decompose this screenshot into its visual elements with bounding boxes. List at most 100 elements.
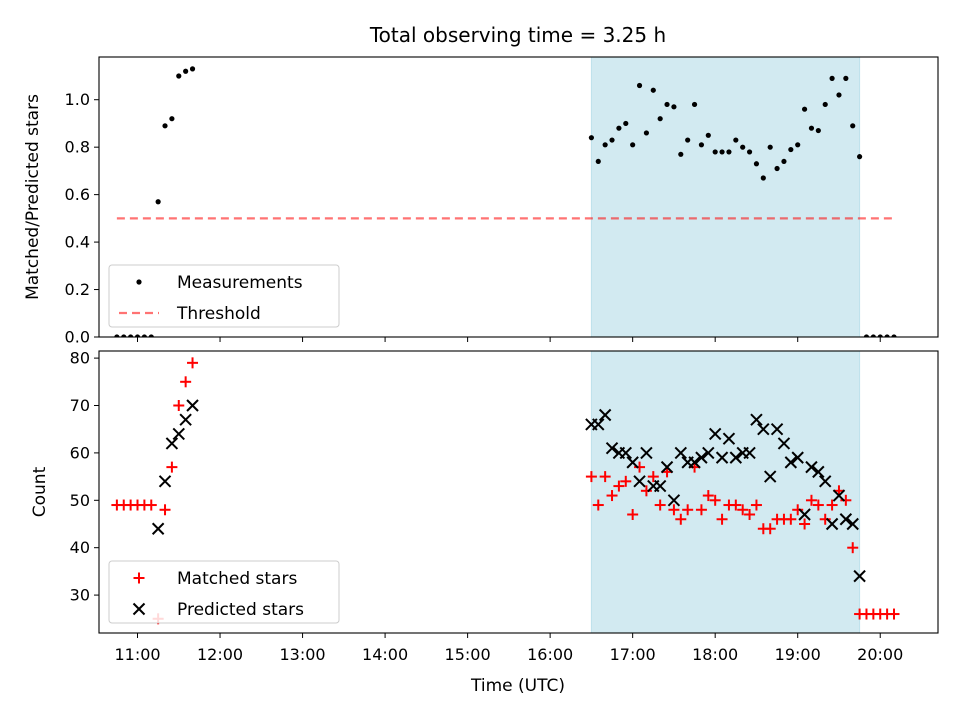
predicted-stars-point — [722, 432, 736, 445]
measurements-point — [183, 68, 189, 74]
measurements-point — [698, 142, 705, 148]
predicted-stars-point — [151, 522, 165, 535]
y-tick-label: 50 — [70, 491, 90, 510]
x-tick-label: 15:00 — [445, 645, 491, 664]
matched-stars-point — [592, 499, 604, 511]
measurements-point — [733, 137, 739, 143]
predicted-stars-point — [667, 494, 681, 507]
matched-stars-point — [826, 499, 838, 511]
measurements-point — [829, 75, 835, 81]
measurements-point — [189, 66, 196, 72]
predicted-stars-point — [791, 451, 804, 464]
matched-stars-point — [702, 490, 714, 502]
x-tick-label: 14:00 — [362, 645, 408, 664]
predicted-stars-point — [660, 460, 674, 474]
predicted-stars-point — [702, 446, 715, 460]
predicted-stars-point — [853, 569, 866, 583]
x-tick-label: 19:00 — [775, 645, 821, 664]
measurements-point — [767, 144, 773, 150]
matched-stars-point — [799, 518, 811, 530]
legend: Measurements Threshold — [108, 264, 340, 328]
matched-stars-point — [585, 471, 597, 483]
predicted-stars-point — [695, 451, 708, 464]
predicted-stars-point — [812, 465, 825, 479]
legend: Matched stars Predicted stars — [108, 560, 340, 624]
measurements-point — [595, 158, 601, 165]
matched-stars-point — [675, 513, 687, 525]
y-tick-label: 40 — [70, 538, 90, 557]
measurements-point — [636, 82, 643, 89]
predicted-stars-point — [763, 470, 777, 483]
matched-stars-point — [744, 509, 756, 521]
measurements-point — [623, 120, 629, 127]
measurements-point — [740, 144, 746, 150]
predicted-stars-point — [633, 475, 646, 488]
bottom-panel: 30 40 50 60 70 80 11:00 12:00 13:00 14:00 15:00 16:… — [30, 349, 939, 664]
x-tick-label: 17:00 — [610, 645, 656, 664]
matched-stars-point — [620, 475, 632, 487]
matched-stars-point — [654, 499, 666, 511]
matched-stars-point — [716, 513, 728, 525]
legend-measurements-marker — [136, 279, 142, 285]
predicted-stars-point — [715, 451, 729, 464]
y-tick-label: 0.4 — [65, 233, 90, 252]
predicted-stars-point — [172, 427, 185, 441]
measurements-point — [781, 158, 787, 165]
y-axis-label: Count — [30, 466, 50, 517]
measurements-point — [760, 175, 766, 181]
plot-area — [111, 357, 900, 625]
legend-measurements-label: Measurements — [177, 273, 303, 293]
measurements-point — [169, 116, 175, 122]
predicted-stars-point — [729, 451, 743, 464]
predicted-stars-point — [598, 408, 612, 422]
legend-threshold-label: Threshold — [176, 304, 261, 324]
measurements-point — [857, 154, 863, 160]
measurements-point — [155, 199, 161, 205]
y-axis-label: Matched/Predicted stars — [23, 94, 43, 300]
legend-predicted-stars-label: Predicted stars — [177, 600, 304, 620]
predicted-stars-point — [158, 475, 172, 488]
legend-matched-stars-label: Matched stars — [177, 569, 297, 589]
measurements-point — [726, 149, 732, 155]
measurements-point — [850, 123, 856, 129]
predicted-stars-point — [750, 413, 763, 426]
measurements-point — [795, 142, 801, 148]
axes-frame — [98, 56, 939, 338]
matched-stars-point — [695, 504, 707, 516]
x-tick-label: 20:00 — [857, 645, 903, 664]
matched-stars-point — [805, 494, 817, 506]
x-tick-label: 18:00 — [692, 645, 738, 664]
measurements-point — [891, 334, 897, 337]
measurements-point — [719, 149, 725, 155]
measurements-point — [121, 334, 127, 337]
measurements-point — [657, 116, 663, 122]
measurements-point — [671, 104, 677, 110]
legend-matched-stars-marker — [133, 572, 145, 584]
matched-stars-point — [599, 471, 611, 483]
predicted-stars-point — [757, 422, 770, 436]
measurements-point — [650, 87, 656, 93]
y-tick-label: 60 — [70, 443, 90, 462]
measurements-point — [176, 73, 182, 79]
matched-stars-point — [634, 461, 646, 473]
measurements-point — [808, 125, 815, 131]
matched-stars-point — [627, 509, 639, 521]
predicted-stars-point — [186, 399, 199, 412]
measurements-point — [630, 142, 636, 148]
x-tick-label: 13:00 — [280, 645, 326, 664]
x-axis-label: Time (UTC) — [470, 676, 565, 696]
matched-stars-point — [840, 494, 852, 506]
matched-stars-point — [888, 608, 900, 620]
matched-stars-point — [847, 542, 859, 554]
predicted-stars-point — [832, 489, 846, 502]
matched-stars-point — [709, 494, 721, 506]
predicted-stars-point — [688, 456, 701, 469]
predicted-stars-point — [165, 437, 179, 450]
matched-stars-point — [613, 480, 625, 492]
measurements-point — [609, 137, 615, 143]
measurements-point — [822, 101, 828, 108]
matched-stars-point — [792, 504, 804, 516]
predicted-stars-point — [640, 446, 653, 460]
predicted-stars-point — [846, 517, 859, 531]
measurements-point — [148, 334, 154, 337]
